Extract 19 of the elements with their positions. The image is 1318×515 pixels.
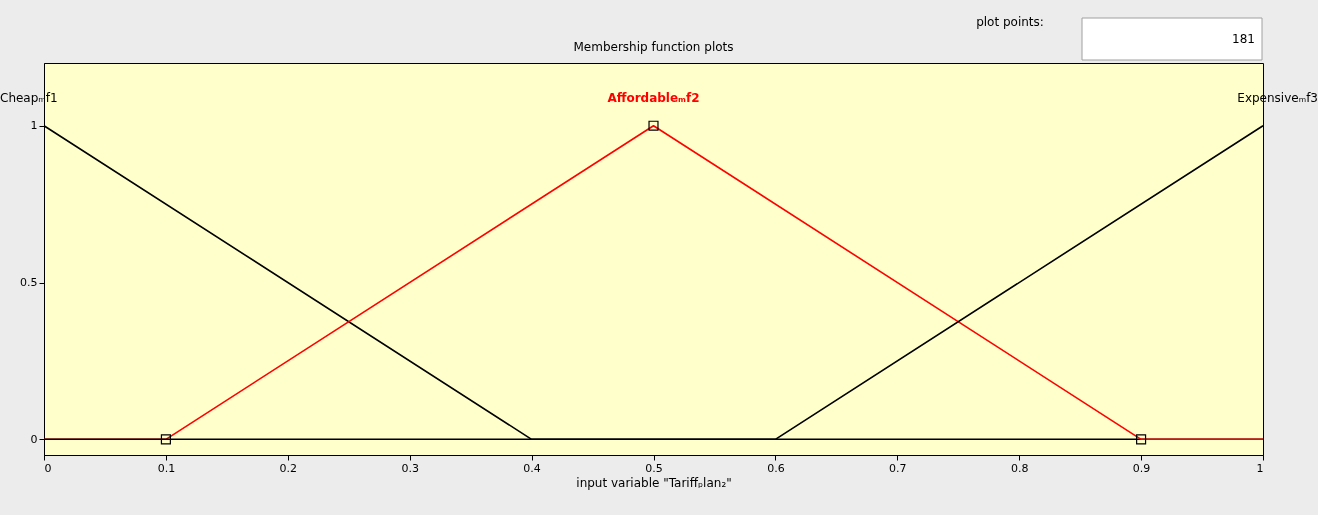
y-tick-label: 0 — [30, 432, 38, 446]
x-tick-label: 0.3 — [401, 461, 419, 475]
x-tick-label: 0.9 — [1132, 461, 1151, 475]
text: plot points: — [976, 15, 1044, 29]
x-tick-label: 0.8 — [1010, 461, 1029, 475]
text: 181 — [1232, 32, 1255, 46]
x-axis-title: input variable "Tariffₚlan₂" — [576, 475, 732, 490]
x-tick-label: 0.4 — [523, 461, 541, 475]
text: Affordableₘf2 — [607, 91, 700, 105]
x-tick-label: 0.5 — [645, 461, 663, 475]
x-tick-label: 0 — [44, 461, 52, 475]
x-tick-label: 0.2 — [279, 461, 298, 475]
x-tick-label: 0.1 — [157, 461, 176, 475]
x-tick-label: 0.7 — [889, 461, 907, 475]
y-tick-label: 1 — [30, 119, 38, 133]
x-tick-label: 1 — [1256, 461, 1264, 475]
y-tick-label: 0.5 — [20, 276, 38, 290]
x-tick-label: 0.6 — [767, 461, 785, 475]
chart-title: Membership function plots — [573, 40, 734, 54]
